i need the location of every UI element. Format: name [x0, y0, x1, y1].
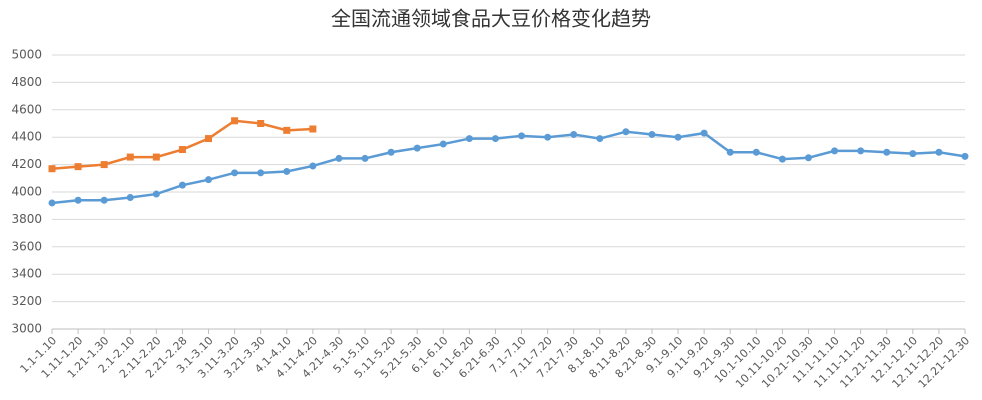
y-tick-label: 3200	[11, 294, 42, 308]
data-point	[596, 135, 604, 143]
data-point	[283, 167, 291, 175]
data-point	[361, 154, 369, 162]
data-point	[778, 155, 786, 163]
data-point	[961, 152, 969, 160]
data-point	[231, 169, 239, 177]
y-tick-label: 4800	[11, 75, 42, 89]
data-point	[439, 140, 447, 148]
y-tick-label: 3600	[11, 239, 42, 253]
data-point	[335, 154, 343, 162]
data-point	[309, 162, 317, 170]
data-point	[257, 169, 265, 177]
data-point	[205, 135, 213, 143]
data-point	[257, 120, 265, 127]
data-point	[752, 148, 760, 156]
data-point	[178, 146, 186, 154]
data-point	[387, 148, 395, 156]
data-point	[700, 129, 708, 137]
data-point	[726, 148, 734, 156]
data-point	[622, 128, 630, 136]
data-point	[178, 181, 186, 189]
data-point	[413, 144, 421, 152]
series-line	[51, 130, 966, 205]
data-point	[126, 193, 134, 201]
y-tick-label: 4000	[11, 185, 42, 199]
data-point	[126, 153, 134, 161]
data-point	[544, 133, 552, 141]
data-point	[491, 135, 499, 143]
data-point	[48, 165, 56, 173]
y-tick-label: 4400	[11, 130, 42, 144]
data-point	[48, 199, 56, 207]
data-point	[231, 117, 239, 125]
data-point	[100, 196, 108, 204]
y-tick-label: 3000	[11, 322, 42, 336]
data-point	[309, 125, 317, 133]
y-tick-label: 3400	[11, 267, 42, 281]
y-tick-label: 4600	[11, 102, 42, 116]
data-point	[883, 148, 891, 156]
data-point	[152, 190, 160, 198]
data-point	[648, 130, 656, 138]
data-point	[518, 132, 526, 140]
chart-title: 全国流通领域食品大豆价格变化趋势	[331, 7, 651, 31]
data-point	[465, 135, 473, 143]
data-point	[205, 176, 213, 184]
series-line	[51, 119, 313, 170]
data-point	[831, 147, 839, 155]
data-point	[909, 150, 917, 158]
data-point	[283, 126, 291, 134]
data-point	[804, 154, 812, 162]
data-point	[674, 133, 682, 141]
data-point	[935, 148, 943, 156]
y-tick-label: 5000	[11, 48, 42, 62]
data-point	[857, 147, 865, 155]
data-point	[74, 196, 82, 204]
data-point	[74, 163, 82, 171]
y-tick-label: 4200	[11, 157, 42, 171]
data-point	[152, 153, 160, 161]
data-point	[570, 130, 578, 138]
data-point	[100, 161, 108, 169]
y-tick-label: 3800	[11, 212, 42, 226]
